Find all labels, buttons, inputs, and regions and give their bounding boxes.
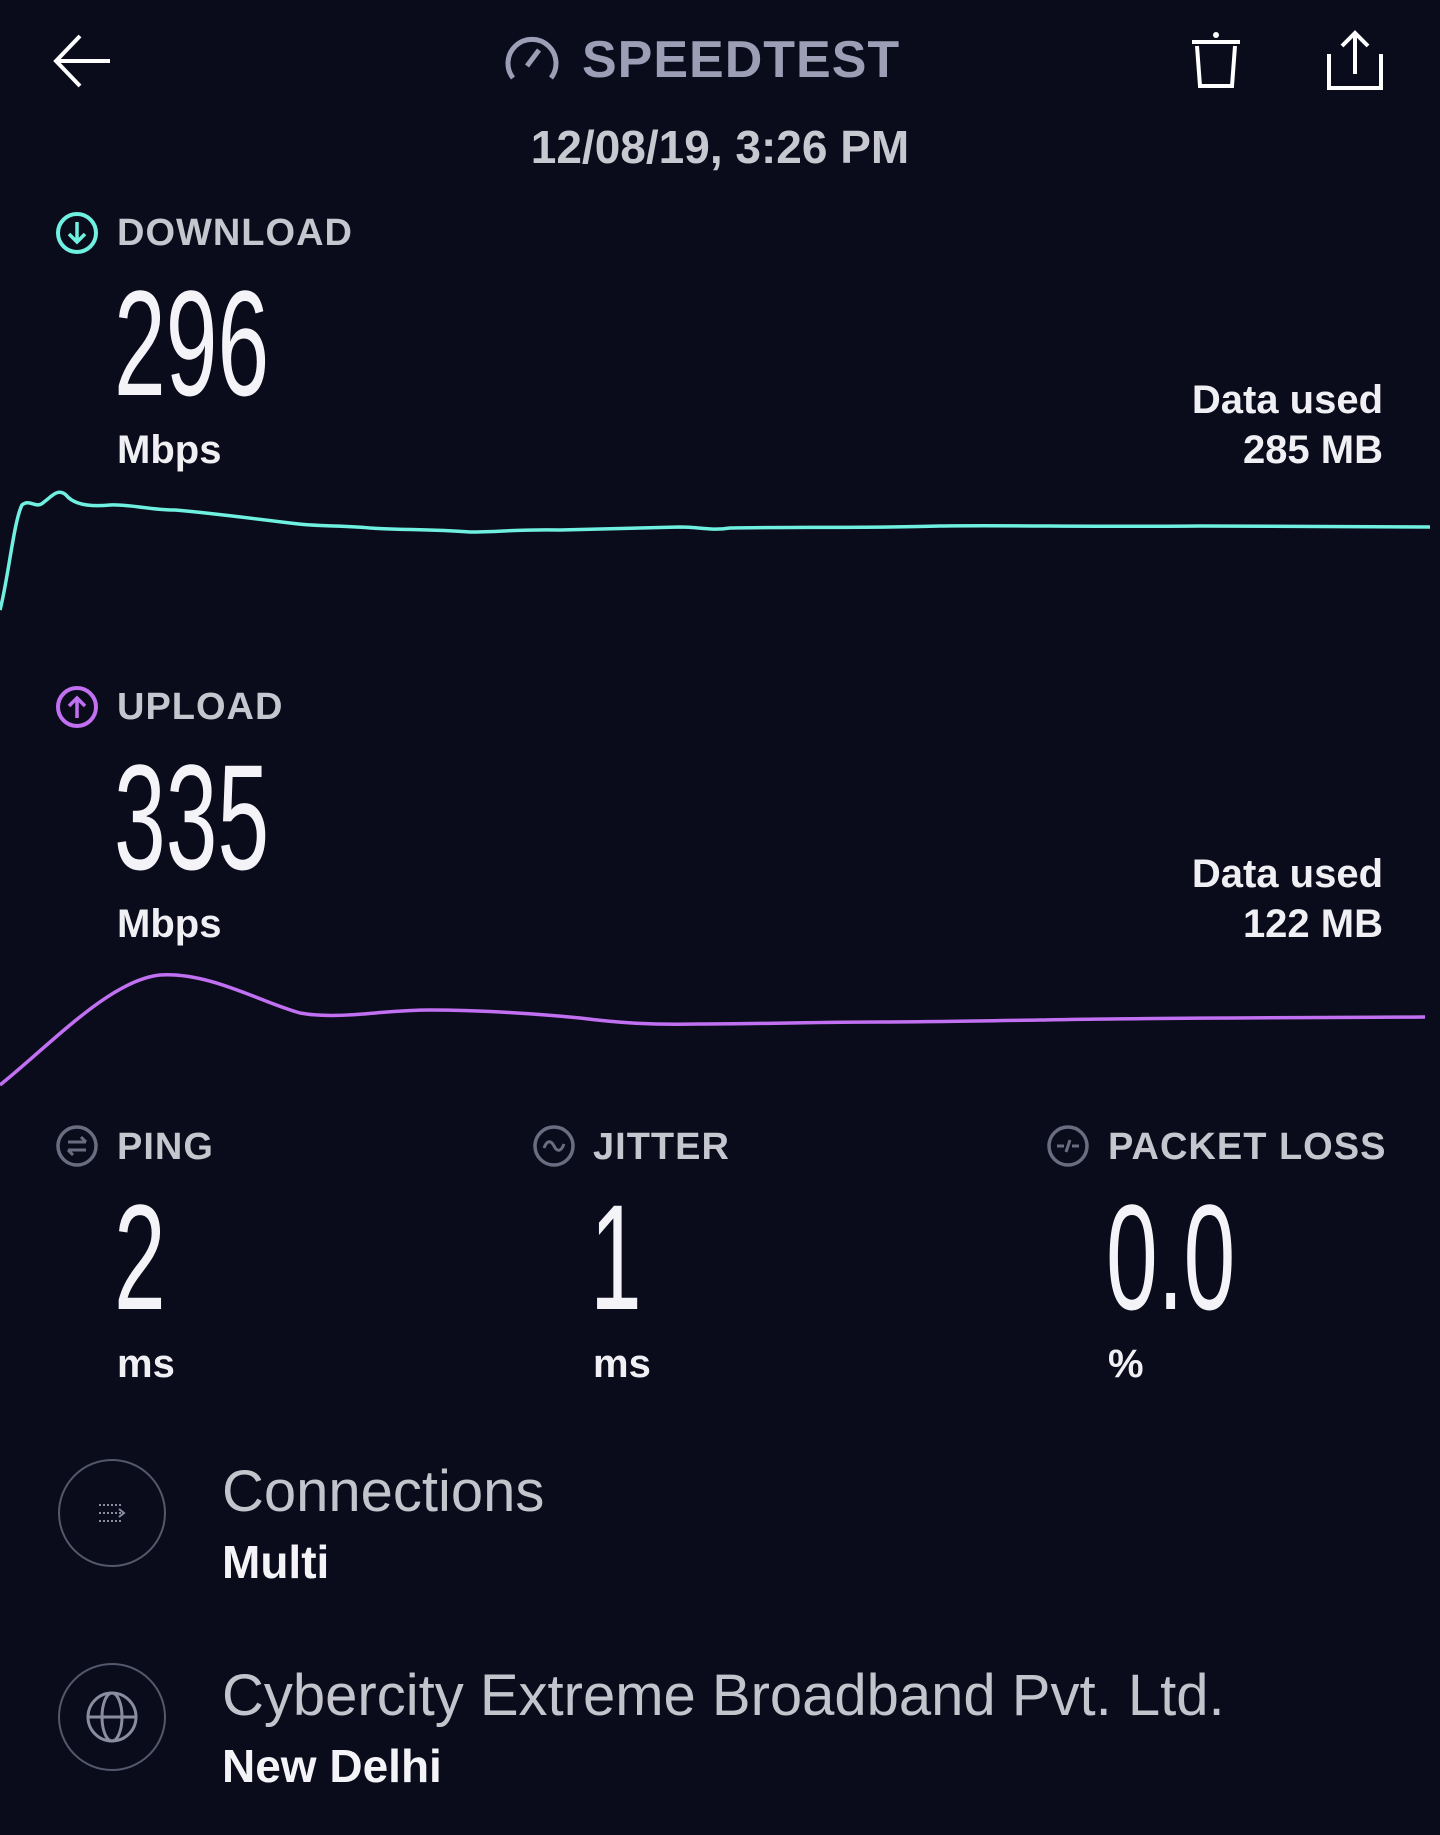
speedometer-icon <box>503 32 561 82</box>
upload-data-used-label: Data used <box>1191 852 1383 896</box>
trash-icon[interactable] <box>1188 32 1244 90</box>
jitter-unit: ms <box>593 1342 651 1386</box>
share-icon[interactable] <box>1326 30 1384 92</box>
upload-label: UPLOAD <box>117 686 284 728</box>
upload-icon <box>55 685 99 729</box>
connections-value: Multi <box>222 1536 330 1588</box>
upload-data-used: 122 MB <box>1242 902 1383 946</box>
connections-icon <box>58 1459 166 1567</box>
download-label: DOWNLOAD <box>117 212 353 254</box>
upload-value: 335 <box>114 733 270 901</box>
upload-unit: Mbps <box>117 902 222 946</box>
jitter-value: 1 <box>590 1173 642 1341</box>
jitter-label: JITTER <box>593 1126 730 1168</box>
packet-loss-label: PACKET LOSS <box>1108 1126 1387 1168</box>
download-icon <box>55 211 99 255</box>
download-data-used: 285 MB <box>1242 428 1383 472</box>
globe-icon <box>58 1663 166 1771</box>
packet-loss-icon <box>1046 1124 1090 1168</box>
upload-speed-graph <box>0 973 1426 1087</box>
provider-location: New Delhi <box>222 1740 442 1792</box>
upload-graph-line <box>0 973 1426 1087</box>
download-speed-graph <box>0 490 1431 611</box>
packet-loss-value: 0.0 <box>1106 1173 1236 1341</box>
ping-value: 2 <box>114 1173 166 1341</box>
packet-loss-unit: % <box>1108 1342 1144 1386</box>
test-timestamp: 12/08/19, 3:26 PM <box>530 121 910 173</box>
provider-name: Cybercity Extreme Broadband Pvt. Ltd. <box>222 1663 1225 1728</box>
download-data-used-label: Data used <box>1191 378 1383 422</box>
ping-icon <box>55 1124 99 1168</box>
app-title: SPEEDTEST <box>582 31 901 89</box>
download-graph-line <box>0 490 1431 611</box>
connections-title: Connections <box>222 1459 545 1524</box>
back-arrow-icon[interactable] <box>52 32 114 90</box>
jitter-icon <box>532 1124 576 1168</box>
ping-label: PING <box>117 1126 214 1168</box>
download-value: 296 <box>114 259 270 427</box>
download-unit: Mbps <box>117 428 222 472</box>
ping-unit: ms <box>117 1342 175 1386</box>
